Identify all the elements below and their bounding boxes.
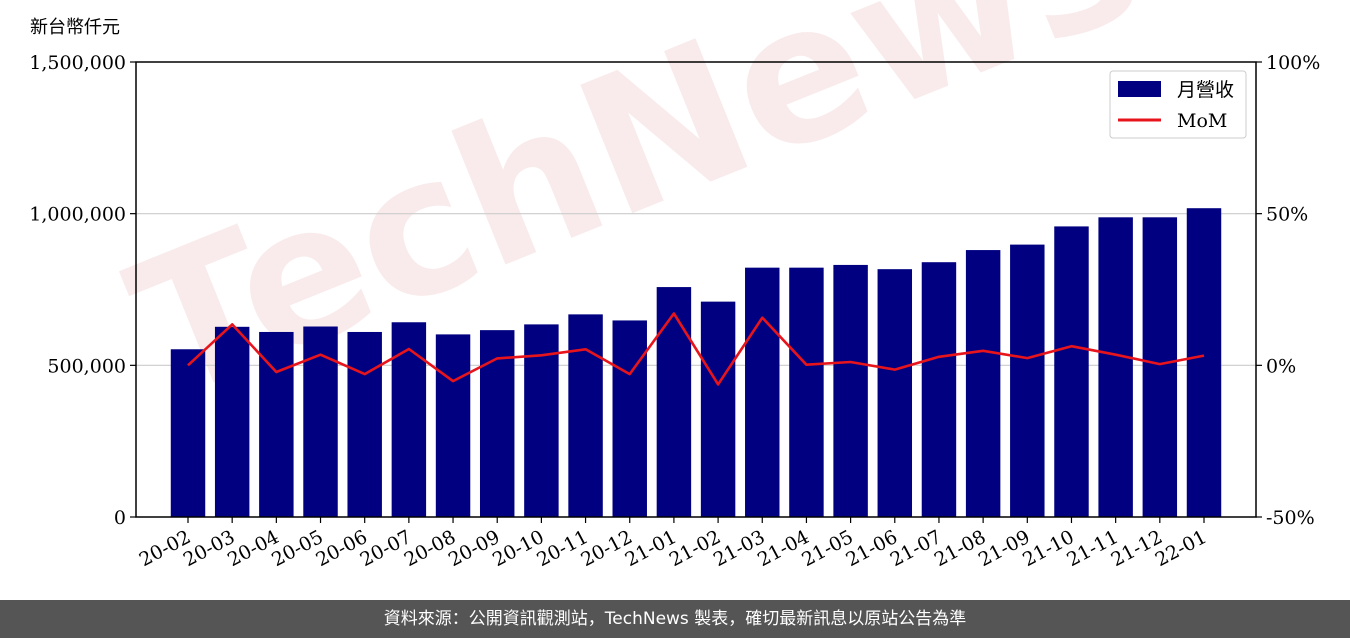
mom-line-series bbox=[187, 312, 1205, 386]
bar bbox=[259, 331, 294, 517]
bar bbox=[1186, 208, 1222, 517]
bar bbox=[833, 264, 868, 517]
plot-frame bbox=[135, 61, 1257, 518]
left-tick-label: 0 bbox=[114, 507, 126, 529]
right-tick-label: 0% bbox=[1266, 355, 1296, 377]
bar bbox=[965, 250, 1001, 518]
left-axis: 0 500,000 1,000,000 1,500,000 bbox=[29, 52, 136, 529]
bar bbox=[612, 320, 647, 517]
bar bbox=[921, 262, 957, 517]
bar bbox=[435, 334, 471, 517]
bar bbox=[1098, 217, 1133, 517]
left-tick-label: 1,500,000 bbox=[29, 52, 126, 74]
left-tick-label: 1,000,000 bbox=[29, 204, 126, 226]
mom-line bbox=[187, 312, 1205, 386]
bar-series bbox=[170, 208, 1222, 518]
bar bbox=[1010, 244, 1045, 517]
bar bbox=[170, 349, 206, 517]
bar bbox=[347, 331, 382, 517]
bar bbox=[1054, 226, 1089, 517]
source-footer: 資料來源：公開資訊觀測站，TechNews 製表，確切最新訊息以原站公告為準 bbox=[0, 600, 1350, 638]
bar bbox=[1142, 217, 1178, 517]
x-axis: 20-0220-0320-0420-0520-0620-0720-0820-09… bbox=[136, 517, 1211, 571]
right-tick-label: 100% bbox=[1266, 52, 1320, 74]
y-unit-label: 新台幣仟元 bbox=[30, 17, 120, 38]
left-tick-label: 500,000 bbox=[47, 355, 126, 377]
bar bbox=[877, 269, 913, 517]
bar bbox=[656, 287, 692, 517]
x-tick-label: 22-01 bbox=[1152, 526, 1211, 571]
right-axis: -50% 0% 50% 100% bbox=[1256, 52, 1320, 529]
bar bbox=[391, 322, 427, 517]
bar bbox=[479, 330, 515, 517]
bar bbox=[789, 267, 824, 517]
bar bbox=[214, 326, 250, 517]
bar bbox=[568, 314, 603, 517]
right-tick-label: 50% bbox=[1266, 204, 1308, 226]
bar bbox=[745, 267, 780, 517]
legend-bar-swatch bbox=[1118, 81, 1161, 97]
right-tick-label: -50% bbox=[1266, 507, 1315, 529]
legend: 月營收 MoM bbox=[1109, 70, 1247, 139]
legend-bar-label: 月營收 bbox=[1177, 79, 1234, 101]
legend-line-label: MoM bbox=[1177, 110, 1227, 132]
bar bbox=[700, 301, 736, 517]
